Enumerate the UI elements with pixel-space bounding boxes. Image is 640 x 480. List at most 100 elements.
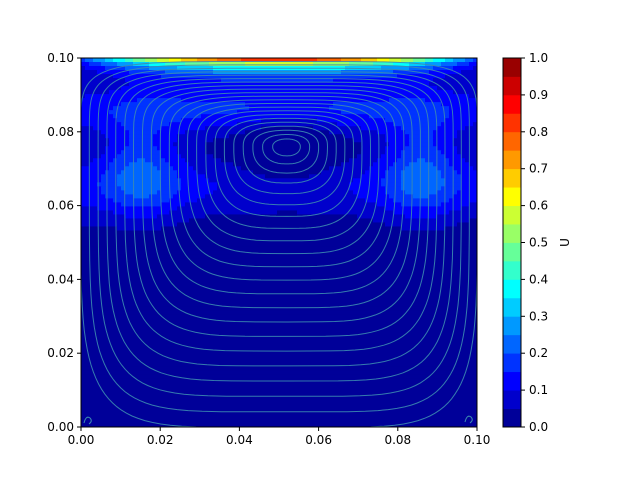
colorbar-band (503, 113, 521, 133)
contour-cell (97, 206, 178, 212)
contour-cell (117, 118, 182, 123)
contour-cell (261, 118, 318, 123)
contour-cell (81, 214, 126, 220)
contour-cell (137, 158, 146, 163)
contour-cell (81, 354, 477, 360)
contour-cell (409, 62, 426, 67)
colorbar-band (503, 242, 521, 262)
contour-cell (449, 114, 477, 119)
contour-cell (221, 158, 350, 163)
contour-cell (81, 402, 477, 408)
contour-cell (81, 174, 102, 179)
contour-cell (385, 138, 410, 143)
colorbar-band (503, 94, 521, 114)
contour-cell (81, 314, 477, 320)
contour-cell (193, 166, 242, 171)
colorbar-band (503, 168, 521, 188)
contour-cell (81, 86, 122, 91)
streamline (214, 114, 354, 217)
contour-cell (137, 98, 182, 103)
contour-cell (361, 126, 402, 131)
contour-cell (153, 138, 178, 143)
y-tick-label: 0.08 (47, 125, 74, 139)
contour-cell (409, 142, 434, 147)
contour-cell (121, 150, 162, 155)
corner-eddy-streamline (83, 416, 92, 425)
contour-cell (113, 210, 170, 216)
contour-cell (249, 106, 330, 111)
streamline (223, 117, 346, 206)
contour-cell (81, 326, 477, 332)
contour-cell (409, 134, 434, 139)
contour-cell (413, 58, 426, 63)
contour-cell (473, 122, 477, 127)
contour-cell (469, 218, 477, 224)
contour-cell (341, 58, 362, 63)
contour-cell (181, 178, 210, 183)
contour-cell (149, 66, 178, 71)
streamline (177, 99, 388, 268)
contour-cell (389, 98, 426, 103)
contour-cell (297, 210, 394, 216)
contour-cell (473, 66, 477, 71)
contour-cell (205, 142, 362, 147)
contour-cell (369, 114, 450, 119)
contour-cell (81, 154, 102, 159)
contour-cell (121, 122, 170, 127)
streamline (88, 64, 470, 413)
contour-cell (457, 190, 477, 195)
streamline (196, 106, 371, 242)
contour-cell (81, 390, 477, 396)
contour-cell (245, 130, 330, 135)
plot-area (81, 58, 477, 427)
contour-cell (205, 126, 262, 131)
contour-cell (117, 226, 162, 232)
colorbar-tick-label: 0.2 (529, 346, 548, 360)
contour-cell (405, 166, 438, 171)
contour-cell (405, 190, 438, 195)
contour-cell (161, 178, 182, 183)
contour-cell (121, 102, 246, 107)
contour-cell (213, 70, 342, 75)
colorbar-band (503, 408, 521, 428)
contour-cell (81, 374, 477, 380)
contour-cell (161, 154, 182, 159)
contour-cell (337, 122, 394, 127)
contour-cell (81, 118, 118, 123)
contour-cell (121, 186, 162, 191)
contour-cell (441, 174, 462, 179)
colorbar-band (503, 150, 521, 170)
contour-cell (201, 114, 370, 119)
contour-cell (81, 254, 477, 260)
contour-cell (241, 58, 318, 63)
contour-cell (125, 190, 158, 195)
contour-cell (433, 138, 454, 143)
colorbar-band (503, 316, 521, 336)
contour-cell (329, 130, 378, 135)
contour-cell (157, 130, 186, 135)
contour-cell (81, 414, 477, 420)
contour-cell (125, 166, 158, 171)
streamline (124, 78, 438, 352)
contour-cell (81, 66, 86, 71)
contour-cell (81, 366, 477, 372)
contour-cell (81, 274, 477, 280)
contour-cell (129, 134, 154, 139)
contour-cell (213, 138, 354, 143)
contour-cell (361, 142, 390, 147)
contour-cell (81, 330, 477, 336)
contour-cell (81, 94, 86, 99)
contour-cell (81, 370, 477, 376)
y-tick-label: 0.10 (47, 51, 74, 65)
contour-cell (393, 70, 430, 75)
contour-cell (369, 166, 390, 171)
contour-cell (189, 218, 374, 224)
contour-cell (457, 170, 477, 175)
contour-cell (129, 138, 154, 143)
contour-cell (441, 102, 477, 107)
contour-cell (161, 182, 182, 187)
contour-cell (209, 62, 246, 67)
contour-cell (181, 154, 214, 159)
contour-cell (345, 134, 386, 139)
contour-cell (113, 158, 138, 163)
